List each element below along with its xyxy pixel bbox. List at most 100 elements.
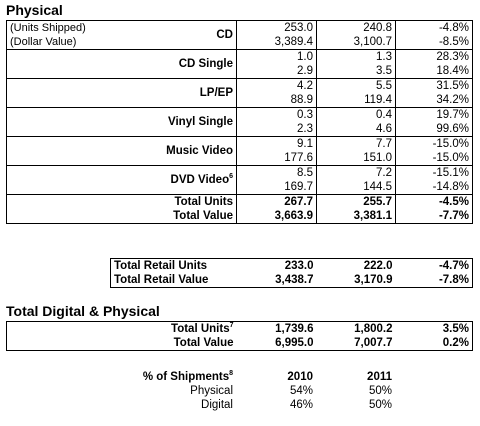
shipments-col-2010: 2010: [287, 371, 313, 383]
format-label-cell: Music Video: [6, 136, 237, 166]
format-label-cell: (Units Shipped) (Dollar Value) CD: [6, 20, 237, 50]
total-units-2011: 255.7: [316, 194, 396, 209]
format-label-cell: CD Single: [6, 49, 237, 79]
total-value-label: Total Value: [6, 209, 237, 224]
retail-table: Total Retail Units 233.0 222.0 -4.7% Tot…: [110, 258, 473, 288]
format-label-cell: Vinyl Single: [6, 107, 237, 137]
shipments-digital-2010: 46%: [289, 399, 313, 411]
value-2011: 151.0: [316, 151, 396, 166]
dollar-value-note: (Dollar Value): [10, 36, 77, 48]
retail-value-row: Total Retail Value 3,438.7 3,170.9 -7.8%: [111, 273, 473, 288]
total-value-2011: 3,381.1: [316, 209, 396, 224]
dp-units-label: Total Units: [171, 323, 230, 335]
format-label: Vinyl Single: [168, 116, 233, 128]
shipments-table: % of Shipments8 2010 2011 Physical 54% 5…: [6, 370, 472, 412]
value-2011: 3.5: [316, 64, 396, 79]
physical-row-value: 2.3 4.6 99.6%: [7, 122, 473, 137]
physical-row-units: DVD Video6 8.5 7.2 -15.1%: [6, 165, 473, 195]
format-label: DVD Video: [170, 174, 230, 186]
units-change: -4.8%: [395, 20, 473, 35]
value-change: 34.2%: [395, 93, 473, 108]
physical-row-units: Music Video 9.1 7.7 -15.0%: [6, 136, 473, 166]
units-change: -15.1%: [395, 165, 473, 180]
physical-total-value-row: Total Value 3,663.9 3,381.1 -7.7%: [6, 209, 473, 224]
units-2011: 240.8: [316, 20, 396, 35]
value-2011: 3,100.7: [316, 35, 396, 50]
value-change: 99.6%: [395, 122, 473, 137]
dp-value-change: 0.2%: [442, 337, 469, 349]
shipments-physical-2011: 50%: [368, 385, 392, 397]
total-value-change: -7.7%: [395, 209, 473, 224]
format-footnote: 6: [229, 173, 233, 181]
retail-units-row: Total Retail Units 233.0 222.0 -4.7%: [111, 259, 473, 274]
value-2010: 169.7: [236, 180, 317, 195]
shipments-spacer: [395, 398, 472, 412]
retail-value-change: -7.8%: [438, 274, 469, 286]
digital-physical-table: Total Units7 1,739.6 1,800.2 3.5% Total …: [6, 321, 473, 351]
physical-row-value: 177.6 151.0 -15.0%: [7, 151, 473, 166]
shipments-physical-label: Physical: [190, 385, 233, 397]
physical-row-value: 3,389.4 3,100.7 -8.5%: [7, 35, 473, 50]
units-change: 19.7%: [395, 107, 473, 122]
units-change: -15.0%: [395, 136, 473, 151]
total-units-label: Total Units: [6, 194, 237, 209]
shipments-spacer: [395, 370, 472, 384]
shipments-digital-label: Digital: [201, 399, 233, 411]
format-label-cell: DVD Video6: [6, 165, 237, 195]
physical-row-units: Vinyl Single 0.3 0.4 19.7%: [6, 107, 473, 137]
physical-heading: Physical: [6, 2, 63, 18]
units-2010: 1.0: [236, 49, 317, 64]
value-2010: 177.6: [236, 151, 317, 166]
total-value-2010: 3,663.9: [236, 209, 317, 224]
retail-units-2011: 222.0: [363, 260, 393, 272]
physical-row-value: 88.9 119.4 34.2%: [7, 93, 473, 108]
value-change: -15.0%: [395, 151, 473, 166]
units-2011: 7.2: [316, 165, 396, 180]
value-2010: 2.9: [236, 64, 317, 79]
dp-units-footnote: 7: [229, 322, 234, 330]
dp-value-label: Total Value: [173, 337, 234, 349]
shipments-label: % of Shipments: [142, 371, 230, 383]
value-2011: 4.6: [316, 122, 396, 137]
value-2010: 88.9: [236, 93, 317, 108]
physical-row-value: 2.9 3.5 18.4%: [7, 64, 473, 79]
value-2010: 3,389.4: [236, 35, 317, 50]
shipments-digital-2011: 50%: [368, 399, 392, 411]
retail-units-2010: 233.0: [284, 260, 314, 272]
units-2010: 253.0: [236, 20, 317, 35]
dp-value-2011: 7,007.7: [354, 337, 393, 349]
retail-units-change: -4.7%: [438, 260, 469, 272]
shipments-header-row: % of Shipments8 2010 2011: [6, 370, 472, 384]
retail-value-label: Total Retail Value: [114, 274, 209, 286]
shipments-label-cell: % of Shipments8: [6, 370, 236, 384]
format-label: Music Video: [166, 145, 233, 157]
units-2011: 7.7: [316, 136, 396, 151]
units-2010: 8.5: [236, 165, 317, 180]
format-label: CD: [216, 29, 233, 41]
physical-total-units-row: Total Units 267.7 255.7 -4.5%: [6, 194, 473, 209]
shipments-physical-row: Physical 54% 50%: [6, 384, 472, 398]
units-2011: 0.4: [316, 107, 396, 122]
physical-row-value: 169.7 144.5 -14.8%: [7, 180, 473, 195]
units-change: 28.3%: [395, 49, 473, 64]
format-label: CD Single: [178, 58, 233, 70]
units-shipped-note: (Units Shipped): [10, 22, 86, 34]
retail-value-2011: 3,170.9: [354, 274, 393, 286]
total-units-change: -4.5%: [395, 194, 473, 209]
value-change: 18.4%: [395, 64, 473, 79]
units-2011: 5.5: [316, 78, 396, 93]
retail-value-2010: 3,438.7: [275, 274, 314, 286]
physical-row-units: LP/EP 4.2 5.5 31.5%: [6, 78, 473, 108]
shipments-physical-2010: 54%: [289, 385, 313, 397]
shipments-digital-row: Digital 46% 50%: [6, 398, 472, 412]
shipments-col-2011: 2011: [367, 371, 392, 383]
units-2011: 1.3: [316, 49, 396, 64]
physical-row-units: CD Single 1.0 1.3 28.3%: [6, 49, 473, 79]
dp-units-2011: 1,800.2: [354, 323, 393, 335]
dp-units-2010: 1,739.6: [275, 323, 314, 335]
dp-value-row: Total Value 6,995.0 7,007.7 0.2%: [7, 336, 473, 351]
value-change: -14.8%: [395, 180, 473, 195]
format-label: LP/EP: [199, 87, 233, 99]
format-label-cell: LP/EP: [6, 78, 237, 108]
dp-units-row: Total Units7 1,739.6 1,800.2 3.5%: [7, 322, 473, 337]
